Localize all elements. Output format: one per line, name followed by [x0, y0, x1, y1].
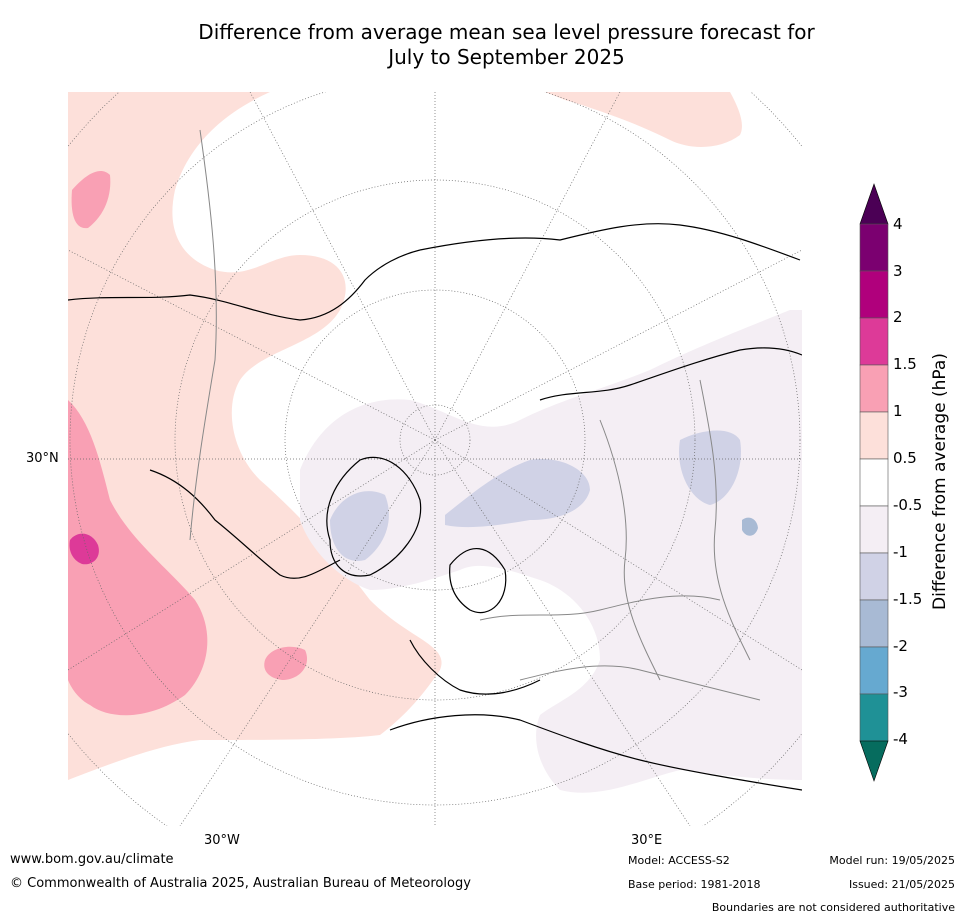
colorbar-segment: [859, 317, 889, 366]
colorbar-segment: [859, 552, 889, 601]
colorbar-tick: -0.5: [893, 496, 923, 514]
footer-model-run: Model run: 19/05/2025: [829, 854, 955, 867]
colorbar-tick: 2: [893, 308, 903, 326]
colorbar-segment: [859, 364, 889, 413]
coastlines: [68, 223, 802, 791]
graticule: [68, 92, 802, 826]
colorbar-segment: [859, 599, 889, 648]
colorbar-segment: [859, 505, 889, 554]
colorbar-segment: [859, 223, 889, 272]
map-title: Difference from average mean sea level p…: [0, 20, 965, 70]
anomaly-region-slate-greenland: [330, 491, 389, 561]
colorbar-tick: 1.5: [893, 355, 917, 373]
colorbar-segment: [859, 693, 889, 742]
colorbar-label: Difference from average (hPa): [930, 353, 950, 611]
anomaly-region-pink-northeast: [545, 92, 742, 147]
colorbar-tick: 4: [893, 215, 903, 233]
colorbar-tick: 3: [893, 262, 903, 280]
footer-base-period: Base period: 1981-2018: [628, 878, 761, 891]
anomaly-region-slate-arctic: [445, 459, 590, 528]
anomaly-region-rose-west: [68, 400, 208, 716]
colorbar-tick: -4: [893, 730, 908, 748]
colorbar-extension-top: [859, 183, 889, 225]
footer-disclaimer: Boundaries are not considered authoritat…: [711, 901, 955, 914]
footer-copyright: © Commonwealth of Australia 2025, Austra…: [10, 876, 471, 891]
colorbar-tick: -1.5: [893, 590, 923, 608]
anomaly-region-rose-mid: [264, 646, 308, 680]
footer-url[interactable]: www.bom.gov.au/climate: [10, 852, 174, 867]
colorbar-segment: [859, 458, 889, 507]
lon-label-30w: 30°W: [204, 833, 240, 848]
colorbar-tick: -3: [893, 683, 908, 701]
colorbar-segment: [859, 270, 889, 319]
colorbar-segment: [859, 411, 889, 460]
anomaly-region-rose-north: [71, 170, 111, 229]
title-line-2: July to September 2025: [388, 45, 625, 69]
lat-label-30n: 30°N: [26, 451, 59, 466]
anomaly-region-lavender-eurasia: [300, 310, 802, 793]
anomaly-region-blue-small: [742, 517, 758, 536]
lon-label-30e: 30°E: [631, 833, 663, 848]
country-boundaries: [189, 129, 761, 701]
colorbar-segment: [859, 646, 889, 695]
anomaly-region-magenta: [69, 533, 99, 565]
colorbar-extension-bottom: [859, 740, 889, 782]
footer-issued: Issued: 21/05/2025: [848, 878, 955, 891]
colorbar-tick: -2: [893, 637, 908, 655]
colorbar-tick: 0.5: [893, 449, 917, 467]
colorbar-tick: -1: [893, 543, 908, 561]
colorbar-tick: 1: [893, 402, 903, 420]
footer-model: Model: ACCESS-S2: [628, 854, 730, 867]
title-line-1: Difference from average mean sea level p…: [198, 20, 815, 44]
